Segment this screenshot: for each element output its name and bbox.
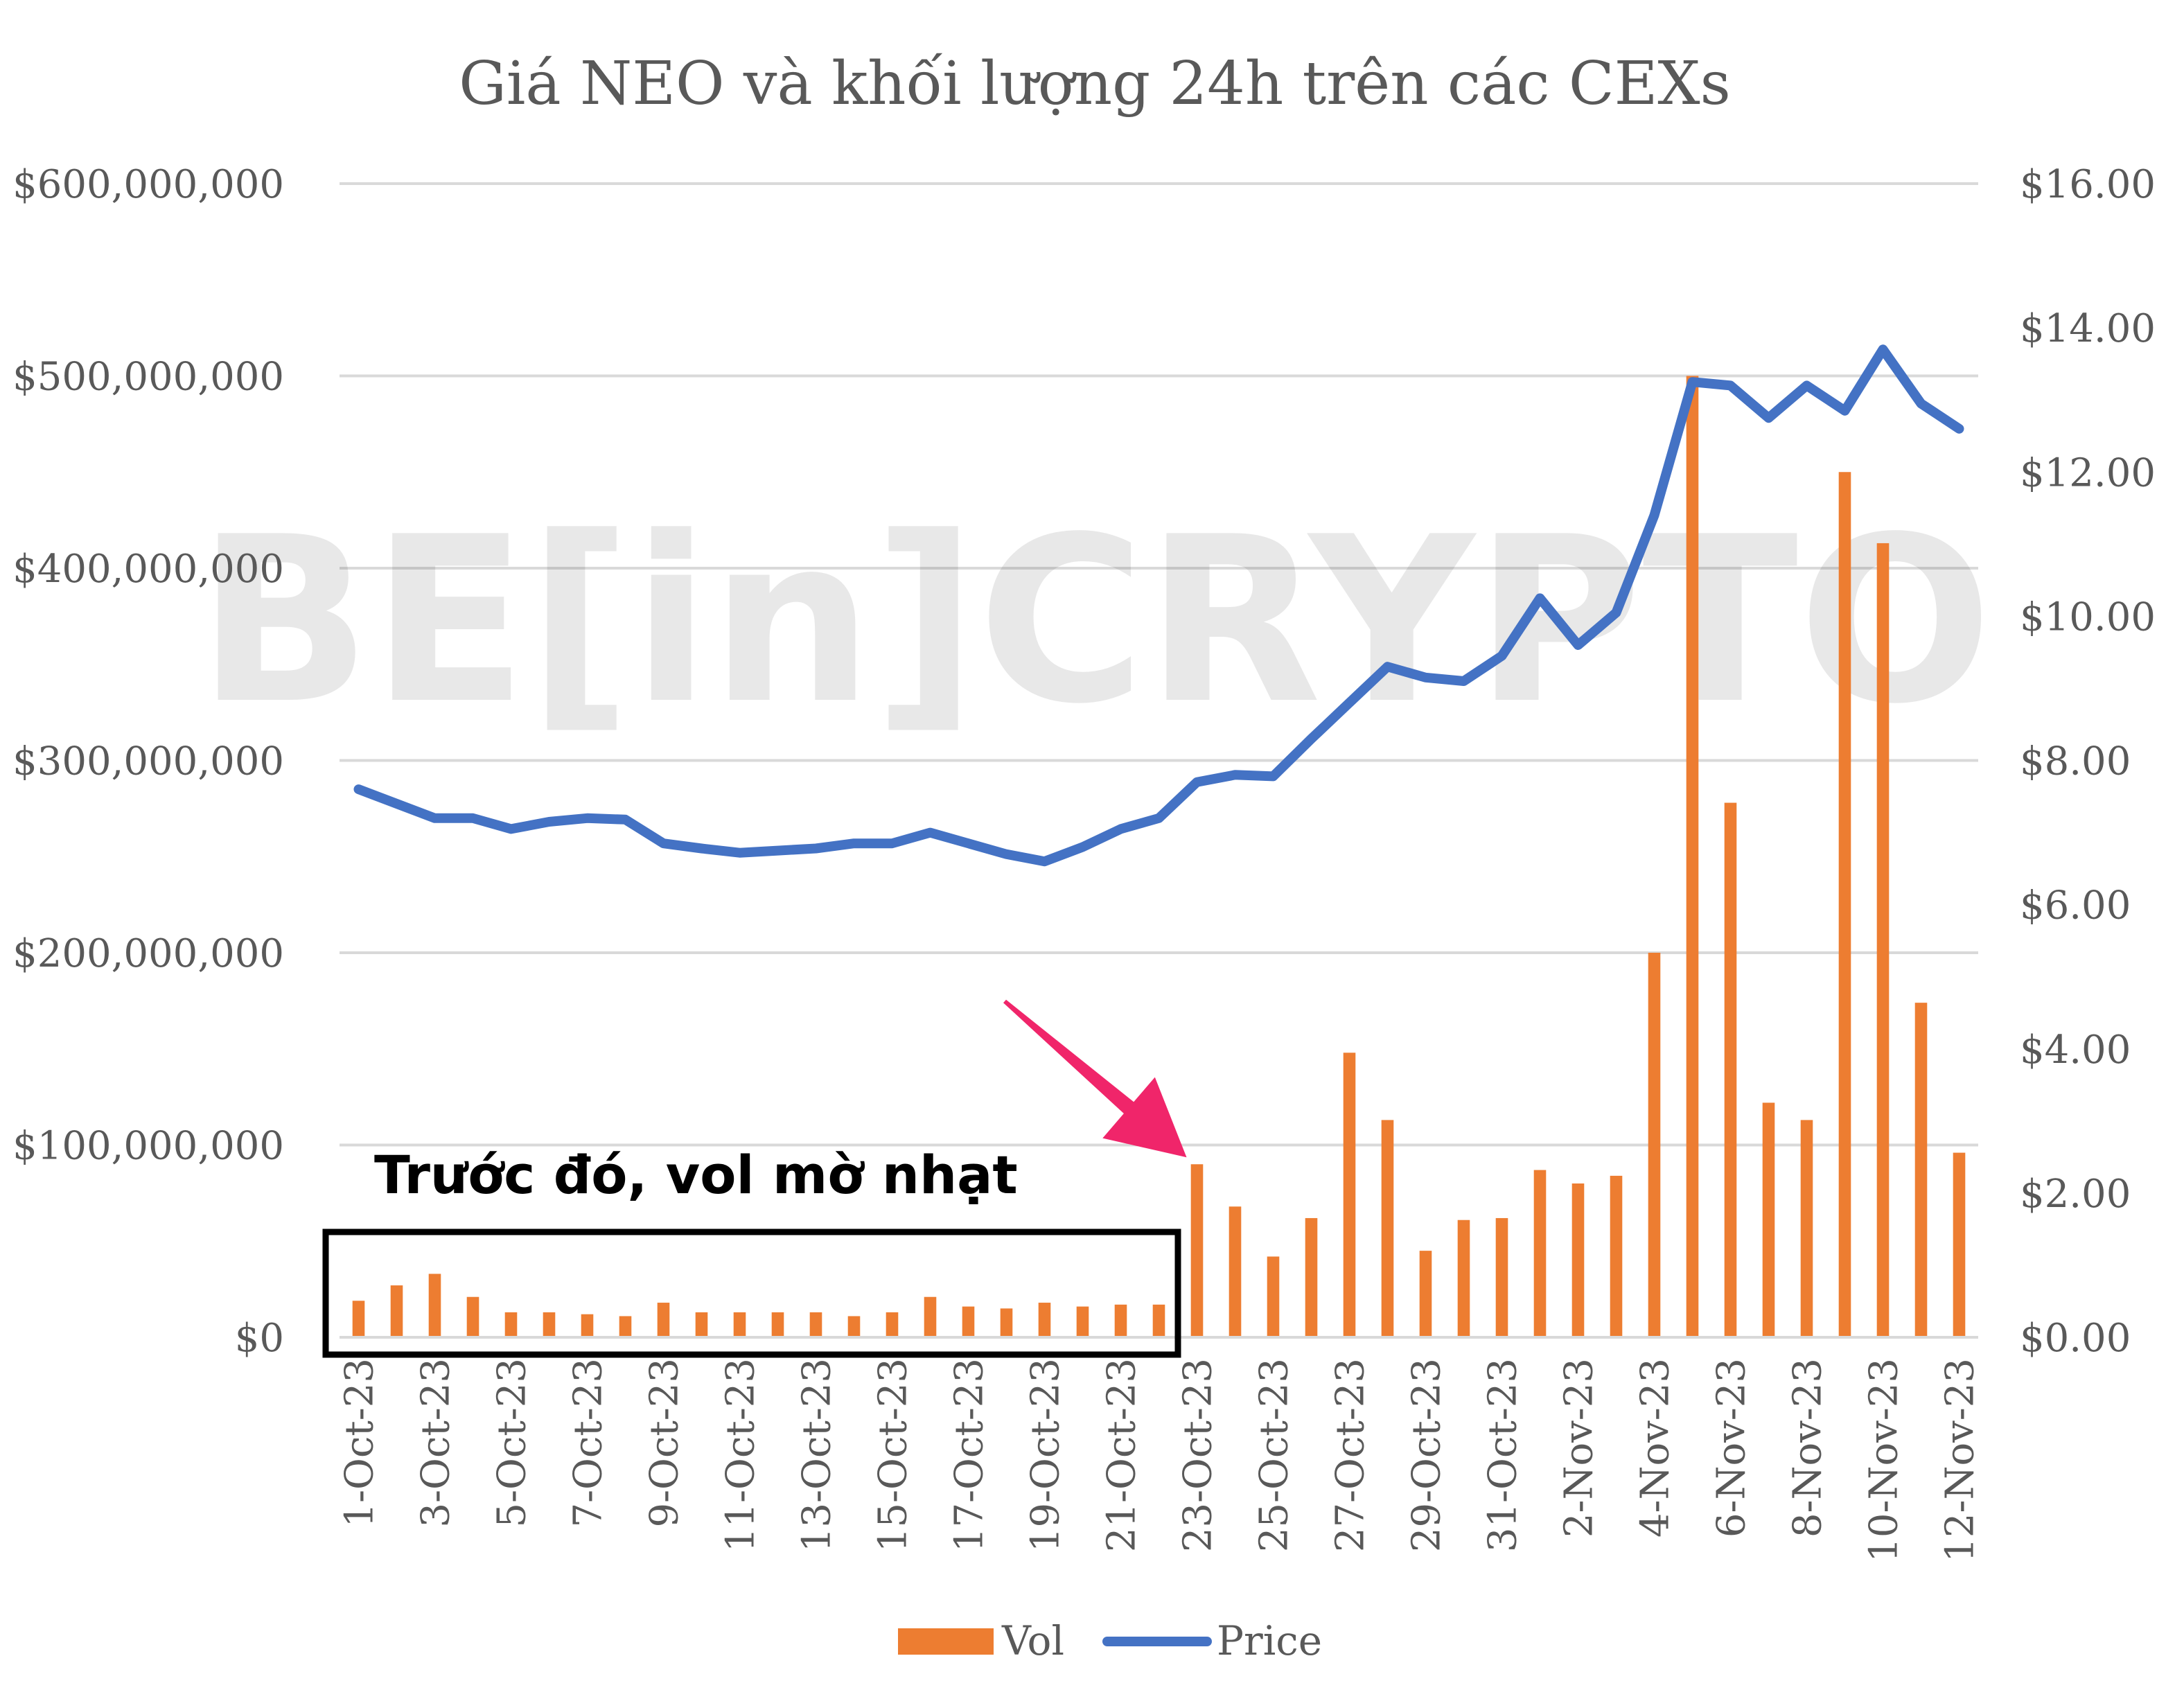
vol-bar xyxy=(771,1312,784,1337)
x-tick-label: 17-Oct-23 xyxy=(947,1358,992,1552)
x-tick-label: 5-Oct-23 xyxy=(490,1358,535,1528)
x-tick-label: 1-Oct-23 xyxy=(337,1358,382,1528)
vol-bar xyxy=(1114,1304,1127,1337)
vol-bar xyxy=(1228,1206,1242,1337)
vol-bar xyxy=(924,1296,937,1337)
vol-bar xyxy=(733,1312,746,1337)
y-right-tick-label: $4.00 xyxy=(2020,1028,2131,1073)
x-tick-label: 27-Oct-23 xyxy=(1328,1358,1373,1552)
x-tick-label: 15-Oct-23 xyxy=(871,1358,916,1552)
vol-bars xyxy=(352,376,1966,1337)
legend-vol-label: Vol xyxy=(1001,1617,1064,1664)
chart-title: Giá NEO và khối lượng 24h trên các CEXs xyxy=(459,49,1731,118)
vol-bar xyxy=(1267,1256,1280,1337)
vol-bar xyxy=(1457,1220,1470,1337)
vol-bar xyxy=(1571,1183,1585,1337)
x-tick-label: 12-Nov-23 xyxy=(1938,1358,1983,1562)
x-tick-label: 19-Oct-23 xyxy=(1023,1358,1068,1552)
y-left-tick-label: $300,000,000 xyxy=(12,739,284,784)
x-tick-label: 31-Oct-23 xyxy=(1481,1358,1526,1552)
vol-bar xyxy=(1381,1120,1394,1337)
y-left-tick-label: $100,000,000 xyxy=(12,1124,284,1169)
y-axis-left-ticks: $0 $100,000,000 $200,000,000 $300,000,000 $4… xyxy=(12,162,284,1361)
vol-bar xyxy=(1190,1164,1204,1337)
legend: Vol Price xyxy=(898,1617,1322,1664)
x-tick-label: 9-Oct-23 xyxy=(642,1358,687,1528)
y-right-tick-label: $8.00 xyxy=(2020,739,2131,784)
y-left-tick-label: $400,000,000 xyxy=(12,547,284,592)
y-right-tick-label: $10.00 xyxy=(2020,595,2156,640)
gridlines xyxy=(340,182,1978,1147)
vol-bar xyxy=(1610,1175,1623,1337)
y-left-tick-label: $500,000,000 xyxy=(12,355,284,400)
vol-bar xyxy=(1495,1217,1508,1337)
annotation-text: Trước đó, vol mờ nhạt xyxy=(374,1144,1018,1206)
vol-bar xyxy=(1838,472,1851,1337)
y-right-tick-label: $2.00 xyxy=(2020,1172,2131,1217)
x-tick-label: 11-Oct-23 xyxy=(719,1358,764,1552)
vol-bar xyxy=(1914,1003,1928,1337)
x-axis-ticks: 1-Oct-23 3-Oct-23 5-Oct-23 7-Oct-23 9-Oct-23… xyxy=(337,1358,1983,1562)
legend-price-label: Price xyxy=(1217,1617,1322,1664)
vol-bar xyxy=(1686,376,1699,1337)
y-left-tick-label: $600,000,000 xyxy=(12,162,284,207)
x-tick-label: 2-Nov-23 xyxy=(1557,1358,1602,1538)
y-right-tick-label: $0.00 xyxy=(2020,1316,2131,1361)
vol-bar xyxy=(428,1274,441,1337)
x-tick-label: 7-Oct-23 xyxy=(566,1358,611,1528)
vol-bar xyxy=(1724,802,1737,1337)
vol-bar xyxy=(847,1316,861,1337)
vol-bar xyxy=(1343,1053,1356,1337)
vol-bar xyxy=(657,1303,670,1337)
vol-bar xyxy=(886,1312,899,1337)
vol-bar xyxy=(1762,1102,1775,1337)
legend-vol-swatch xyxy=(898,1628,994,1655)
vol-bar xyxy=(1800,1120,1813,1337)
y-right-tick-label: $12.00 xyxy=(2020,450,2156,495)
y-right-tick-label: $14.00 xyxy=(2020,306,2156,351)
vol-bar xyxy=(1876,543,1890,1337)
annotation-box xyxy=(322,1229,1181,1358)
x-tick-label: 6-Nov-23 xyxy=(1709,1358,1754,1538)
vol-bar xyxy=(695,1312,708,1337)
y-axis-right-ticks: $0.00 $2.00 $4.00 $6.00 $8.00 $10.00 $12.00 $14… xyxy=(2020,162,2156,1361)
x-tick-label: 13-Oct-23 xyxy=(795,1358,840,1552)
watermark: BE[in]CRYPTO xyxy=(197,488,1992,754)
vol-bar xyxy=(1076,1306,1089,1337)
vol-bar xyxy=(1038,1303,1051,1337)
y-right-tick-label: $6.00 xyxy=(2020,883,2131,928)
x-tick-label: 3-Oct-23 xyxy=(414,1358,459,1528)
vol-bar xyxy=(962,1306,975,1337)
x-tick-label: 10-Nov-23 xyxy=(1862,1358,1907,1562)
vol-bar xyxy=(581,1314,594,1337)
vol-bar xyxy=(619,1316,632,1337)
vol-bar xyxy=(809,1312,822,1337)
vol-bar xyxy=(504,1312,518,1337)
vol-bar xyxy=(1419,1251,1432,1337)
x-tick-label: 4-Nov-23 xyxy=(1633,1358,1678,1538)
x-tick-label: 8-Nov-23 xyxy=(1786,1358,1831,1538)
vol-bar xyxy=(1000,1308,1013,1337)
x-tick-label: 25-Oct-23 xyxy=(1252,1358,1297,1552)
vol-bar xyxy=(1953,1152,1966,1337)
vol-bar xyxy=(390,1285,403,1337)
x-tick-label: 23-Oct-23 xyxy=(1176,1358,1221,1552)
y-right-tick-label: $16.00 xyxy=(2020,162,2156,207)
vol-bar xyxy=(466,1296,479,1337)
y-left-tick-label: $200,000,000 xyxy=(12,931,284,976)
vol-bar xyxy=(1305,1217,1318,1337)
annotation-arrow xyxy=(1003,999,1187,1158)
y-left-tick-label: $0 xyxy=(235,1316,284,1361)
vol-bar xyxy=(1533,1170,1547,1337)
vol-bar xyxy=(352,1301,365,1337)
vol-bar xyxy=(1152,1304,1165,1337)
vol-bar xyxy=(543,1312,556,1337)
x-tick-label: 29-Oct-23 xyxy=(1404,1358,1450,1552)
x-tick-label: 21-Oct-23 xyxy=(1100,1358,1145,1552)
vol-bar xyxy=(1648,953,1661,1337)
price-series-line xyxy=(353,344,1964,867)
